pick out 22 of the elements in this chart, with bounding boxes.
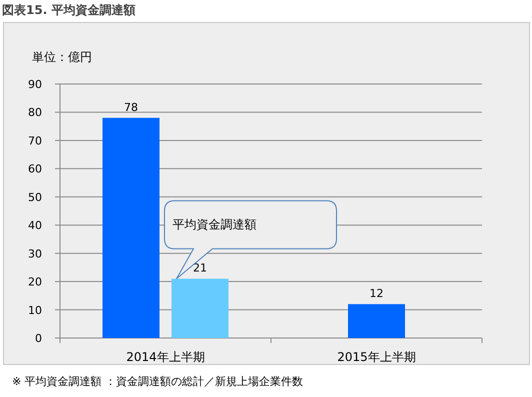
x-tick-label: 2015年上半期 — [337, 350, 416, 364]
y-tick-label: 70 — [28, 134, 42, 148]
bar — [348, 304, 405, 338]
y-tick-label: 40 — [28, 219, 42, 232]
y-tick-label: 10 — [28, 304, 42, 317]
y-tick-label: 60 — [28, 162, 42, 176]
data-label: 12 — [370, 287, 384, 300]
text: ※ 平均資金調達額 ：資金調達額の総計／新規上場企業件数 — [12, 375, 304, 388]
bar — [102, 118, 160, 338]
data-label: 78 — [124, 100, 138, 114]
data-label: 21 — [193, 262, 207, 275]
y-tick-label: 80 — [28, 106, 42, 120]
chart-title: 図表15. 平均資金調達額 — [2, 3, 136, 17]
y-tick-label: 90 — [28, 78, 42, 91]
y-tick-label: 50 — [28, 190, 42, 204]
y-tick-label: 0 — [35, 332, 42, 345]
y-tick-label: 20 — [28, 276, 42, 289]
y-tick-label: 30 — [28, 247, 42, 260]
y-axis-title: 単位：億円 — [32, 50, 92, 64]
annotation: 平均資金調達額 — [172, 218, 256, 232]
bar — [172, 278, 228, 338]
x-tick-label: 2014年上半期 — [126, 350, 205, 364]
